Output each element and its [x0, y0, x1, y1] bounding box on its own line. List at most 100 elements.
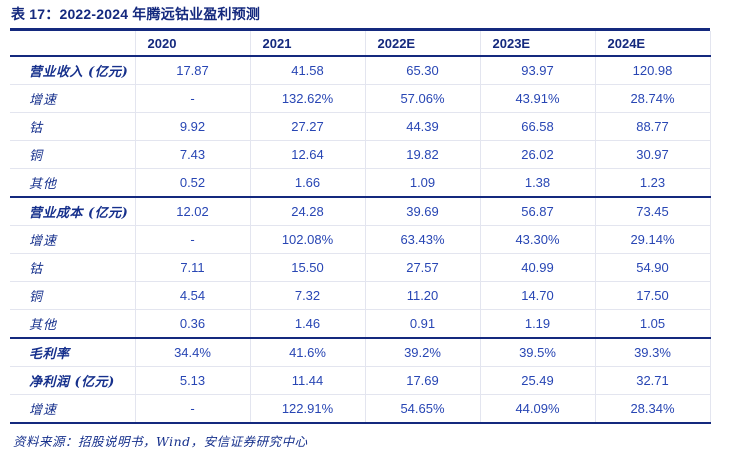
cell-value: 27.57	[365, 253, 481, 282]
cell-value: 28.74%	[595, 84, 711, 113]
table-row: 其他 0.52 1.66 1.09 1.38 1.23	[10, 168, 711, 197]
cell-value: 40.99	[480, 253, 596, 282]
row-label: 增速	[10, 394, 136, 424]
table-body: 营业收入 (亿元) 17.87 41.58 65.30 93.97 120.98 增速 -13…	[10, 55, 711, 424]
cell-value: 41.58	[250, 55, 366, 85]
cell-value: 32.71	[595, 366, 711, 395]
cell-value: 17.69	[365, 366, 481, 395]
column-header: 2024E	[595, 31, 711, 57]
table-row: 营业收入 (亿元) 17.87 41.58 65.30 93.97 120.98	[10, 55, 711, 85]
cell-value: 1.38	[480, 168, 596, 197]
cell-value: 11.20	[365, 281, 481, 310]
cell-value: 132.62%	[250, 84, 366, 113]
cell-value: 1.09	[365, 168, 481, 197]
cell-value: 12.64	[250, 140, 366, 169]
cell-value: 7.11	[135, 253, 251, 282]
cell-value: 34.4%	[135, 337, 251, 367]
cell-value: 28.34%	[595, 394, 711, 424]
row-label: 铜	[10, 140, 136, 169]
row-label: 其他	[10, 168, 136, 197]
cell-value: 1.05	[595, 309, 711, 338]
cell-value: 54.65%	[365, 394, 481, 424]
cell-value: 11.44	[250, 366, 366, 395]
table-row: 净利润 (亿元) 5.13 11.44 17.69 25.49 32.71	[10, 366, 711, 395]
cell-value: 122.91%	[250, 394, 366, 424]
table-row: 增速 -122.91% 54.65% 44.09% 28.34%	[10, 394, 711, 424]
cell-value: 120.98	[595, 55, 711, 85]
cell-value: 39.3%	[595, 337, 711, 367]
source-note: 资料来源：招股说明书，Wind，安信证券研究中心	[13, 434, 308, 449]
row-label: 增速	[10, 225, 136, 254]
table-row: 钴 9.92 27.27 44.39 66.58 88.77	[10, 112, 711, 141]
column-header: 2020	[135, 31, 251, 57]
row-label: 钴	[10, 253, 136, 282]
cell-value: 1.19	[480, 309, 596, 338]
cell-value: -	[135, 225, 251, 254]
table-row: 钴 7.11 15.50 27.57 40.99 54.90	[10, 253, 711, 282]
column-header: 2021	[250, 31, 366, 57]
label-column-header	[10, 31, 136, 57]
cell-value: -	[135, 394, 251, 424]
cell-value: 1.23	[595, 168, 711, 197]
row-label: 毛利率	[10, 337, 136, 367]
cell-value: 0.52	[135, 168, 251, 197]
table-row: 增速 -132.62% 57.06% 43.91% 28.74%	[10, 84, 711, 113]
cell-value: 0.36	[135, 309, 251, 338]
report-table-page: 表 17：2022-2024 年腾远钴业盈利预测 2020 2021 2022E 20…	[10, 3, 711, 449]
row-label: 增速	[10, 84, 136, 113]
cell-value: 25.49	[480, 366, 596, 395]
cell-value: 30.97	[595, 140, 711, 169]
cell-value: 7.43	[135, 140, 251, 169]
column-header: 2022E	[365, 31, 481, 57]
cell-value: 15.50	[250, 253, 366, 282]
cell-value: 39.2%	[365, 337, 481, 367]
profit-forecast-table: 2020 2021 2022E 2023E 2024E 营业收入 (亿元) 17.87 41…	[10, 31, 711, 424]
table-row: 铜 7.43 12.64 19.82 26.02 30.97	[10, 140, 711, 169]
cell-value: 88.77	[595, 112, 711, 141]
cell-value: 1.66	[250, 168, 366, 197]
cell-value: 93.97	[480, 55, 596, 85]
cell-value: 43.91%	[480, 84, 596, 113]
row-label: 钴	[10, 112, 136, 141]
cell-value: 17.50	[595, 281, 711, 310]
cell-value: 9.92	[135, 112, 251, 141]
table-row: 增速 -102.08% 63.43% 43.30% 29.14%	[10, 225, 711, 254]
cell-value: 7.32	[250, 281, 366, 310]
row-label: 其他	[10, 309, 136, 338]
cell-value: 27.27	[250, 112, 366, 141]
cell-value: 0.91	[365, 309, 481, 338]
cell-value: 12.02	[135, 196, 251, 226]
column-header: 2023E	[480, 31, 596, 57]
cell-value: 73.45	[595, 196, 711, 226]
row-label: 铜	[10, 281, 136, 310]
cell-value: 43.30%	[480, 225, 596, 254]
cell-value: 44.39	[365, 112, 481, 141]
cell-value: 66.58	[480, 112, 596, 141]
row-label: 营业收入 (亿元)	[10, 55, 136, 85]
cell-value: 39.69	[365, 196, 481, 226]
cell-value: 19.82	[365, 140, 481, 169]
cell-value: -	[135, 84, 251, 113]
cell-value: 24.28	[250, 196, 366, 226]
table-title: 表 17：2022-2024 年腾远钴业盈利预测	[10, 3, 710, 31]
cell-value: 65.30	[365, 55, 481, 85]
cell-value: 4.54	[135, 281, 251, 310]
cell-value: 26.02	[480, 140, 596, 169]
cell-value: 63.43%	[365, 225, 481, 254]
cell-value: 1.46	[250, 309, 366, 338]
cell-value: 17.87	[135, 55, 251, 85]
table-row: 铜 4.54 7.32 11.20 14.70 17.50	[10, 281, 711, 310]
cell-value: 41.6%	[250, 337, 366, 367]
cell-value: 57.06%	[365, 84, 481, 113]
cell-value: 102.08%	[250, 225, 366, 254]
row-label: 营业成本 (亿元)	[10, 196, 136, 226]
cell-value: 14.70	[480, 281, 596, 310]
cell-value: 5.13	[135, 366, 251, 395]
cell-value: 29.14%	[595, 225, 711, 254]
cell-value: 56.87	[480, 196, 596, 226]
header-row: 2020 2021 2022E 2023E 2024E	[10, 31, 711, 57]
table-row: 营业成本 (亿元) 12.02 24.28 39.69 56.87 73.45	[10, 196, 711, 226]
table-row: 毛利率 34.4% 41.6% 39.2% 39.5% 39.3%	[10, 337, 711, 367]
table-row: 其他 0.36 1.46 0.91 1.19 1.05	[10, 309, 711, 338]
cell-value: 39.5%	[480, 337, 596, 367]
